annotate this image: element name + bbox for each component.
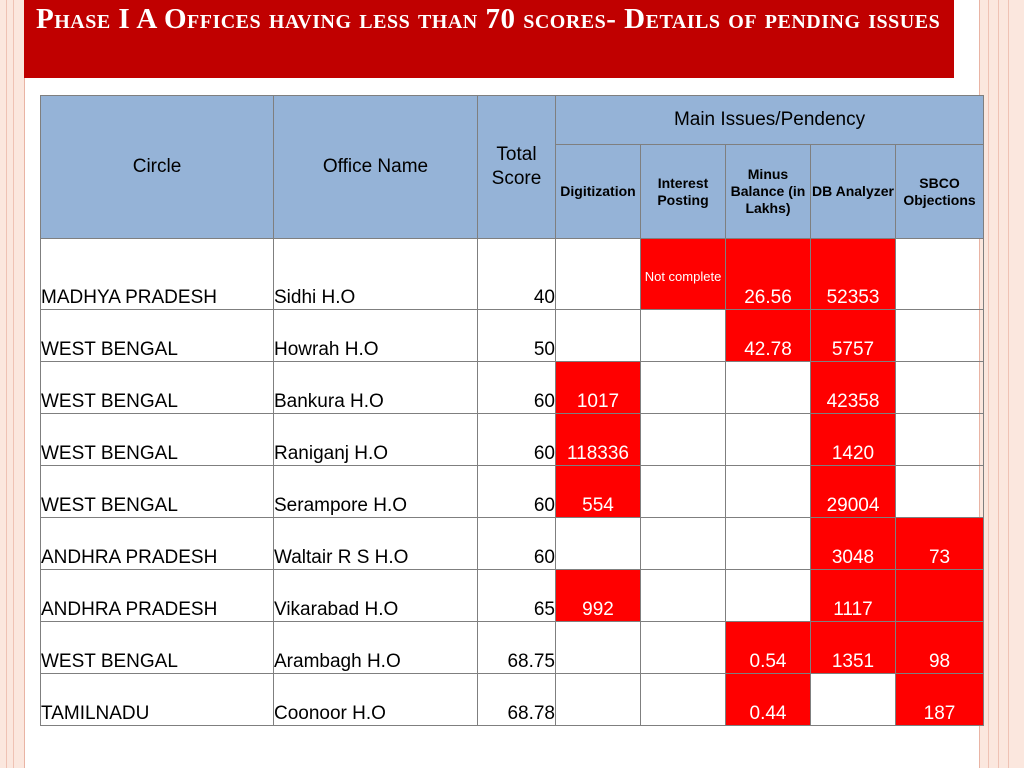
header-sbco-objections: SBCO Objections (894, 144, 985, 239)
cell-circle: WEST BENGAL (40, 309, 274, 362)
table-row: WEST BENGAL Raniganj H.O 60 118336 1420 (40, 413, 985, 466)
cell-sbco-objections (894, 238, 985, 310)
cell-total-score: 68.75 (477, 621, 556, 674)
cell-interest-posting: Not complete (640, 238, 726, 310)
cell-db-analyzer: 52353 (810, 238, 896, 310)
cell-db-analyzer (810, 673, 896, 726)
cell-minus-balance (725, 413, 811, 466)
cell-digitization: 992 (555, 569, 641, 622)
cell-interest-posting (640, 673, 726, 726)
header-total-score: Total Score (477, 95, 556, 239)
cell-digitization: 1017 (555, 361, 641, 414)
header-office-name: Office Name (273, 95, 478, 239)
header-digitization: Digitization (555, 144, 641, 239)
cell-db-analyzer: 42358 (810, 361, 896, 414)
cell-minus-balance: 0.44 (725, 673, 811, 726)
header-circle: Circle (40, 95, 274, 239)
cell-db-analyzer: 29004 (810, 465, 896, 518)
header-interest-posting: Interest Posting (640, 144, 726, 239)
cell-minus-balance: 26.56 (725, 238, 811, 310)
table-row: WEST BENGAL Bankura H.O 60 1017 42358 (40, 361, 985, 414)
table-body: MADHYA PRADESH Sidhi H.O 40 Not complete 26.… (40, 238, 985, 726)
cell-minus-balance (725, 517, 811, 570)
cell-sbco-objections (894, 569, 985, 622)
right-decorative-border (979, 0, 1024, 768)
cell-sbco-objections (894, 309, 985, 362)
cell-total-score: 40 (477, 238, 556, 310)
cell-digitization (555, 238, 641, 310)
cell-total-score: 60 (477, 517, 556, 570)
cell-office-name: Sidhi H.O (273, 238, 478, 310)
cell-circle: WEST BENGAL (40, 361, 274, 414)
cell-office-name: Howrah H.O (273, 309, 478, 362)
cell-digitization (555, 309, 641, 362)
cell-office-name: Raniganj H.O (273, 413, 478, 466)
cell-circle: ANDHRA PRADESH (40, 517, 274, 570)
cell-total-score: 65 (477, 569, 556, 622)
cell-minus-balance (725, 569, 811, 622)
table-row: WEST BENGAL Arambagh H.O 68.75 0.54 1351 98 (40, 621, 985, 674)
cell-minus-balance (725, 361, 811, 414)
cell-minus-balance (725, 465, 811, 518)
cell-digitization: 118336 (555, 413, 641, 466)
cell-circle: WEST BENGAL (40, 413, 274, 466)
cell-total-score: 68.78 (477, 673, 556, 726)
cell-office-name: Bankura H.O (273, 361, 478, 414)
cell-interest-posting (640, 361, 726, 414)
cell-db-analyzer: 1420 (810, 413, 896, 466)
cell-minus-balance: 0.54 (725, 621, 811, 674)
cell-office-name: Waltair R S H.O (273, 517, 478, 570)
cell-circle: WEST BENGAL (40, 465, 274, 518)
header-main-issues: Main Issues/Pendency (554, 95, 985, 145)
cell-office-name: Serampore H.O (273, 465, 478, 518)
cell-circle: TAMILNADU (40, 673, 274, 726)
table-row: WEST BENGAL Serampore H.O 60 554 29004 (40, 465, 985, 518)
cell-sbco-objections: 187 (894, 673, 985, 726)
cell-circle: WEST BENGAL (40, 621, 274, 674)
cell-total-score: 60 (477, 465, 556, 518)
cell-sbco-objections: 98 (894, 621, 985, 674)
cell-office-name: Arambagh H.O (273, 621, 478, 674)
cell-total-score: 60 (477, 361, 556, 414)
cell-db-analyzer: 5757 (810, 309, 896, 362)
cell-total-score: 60 (477, 413, 556, 466)
table-row: MADHYA PRADESH Sidhi H.O 40 Not complete 26.… (40, 238, 985, 310)
cell-office-name: Coonoor H.O (273, 673, 478, 726)
slide-title: Phase I A Offices having less than 70 sc… (36, 3, 941, 35)
cell-digitization: 554 (555, 465, 641, 518)
cell-digitization (555, 673, 641, 726)
cell-db-analyzer: 3048 (810, 517, 896, 570)
table-row: ANDHRA PRADESH Waltair R S H.O 60 3048 73 (40, 517, 985, 570)
cell-minus-balance: 42.78 (725, 309, 811, 362)
cell-office-name: Vikarabad H.O (273, 569, 478, 622)
title-bar: Phase I A Offices having less than 70 sc… (24, 0, 954, 78)
cell-interest-posting (640, 569, 726, 622)
table-row: TAMILNADU Coonoor H.O 68.78 0.44 187 (40, 673, 985, 726)
cell-sbco-objections: 73 (894, 517, 985, 570)
cell-sbco-objections (894, 361, 985, 414)
cell-circle: ANDHRA PRADESH (40, 569, 274, 622)
cell-interest-posting (640, 517, 726, 570)
header-minus-balance: Minus Balance (in Lakhs) (725, 144, 811, 239)
table-row: ANDHRA PRADESH Vikarabad H.O 65 992 1117 (40, 569, 985, 622)
cell-sbco-objections (894, 465, 985, 518)
cell-interest-posting (640, 621, 726, 674)
cell-digitization (555, 517, 641, 570)
cell-total-score: 50 (477, 309, 556, 362)
cell-interest-posting (640, 465, 726, 518)
table-row: WEST BENGAL Howrah H.O 50 42.78 5757 (40, 309, 985, 362)
left-decorative-border (0, 0, 25, 768)
cell-circle: MADHYA PRADESH (40, 238, 274, 310)
pending-issues-table: Circle Office Name Total Score Main Issu… (40, 95, 985, 726)
cell-db-analyzer: 1351 (810, 621, 896, 674)
cell-digitization (555, 621, 641, 674)
cell-db-analyzer: 1117 (810, 569, 896, 622)
cell-sbco-objections (894, 413, 985, 466)
cell-interest-posting (640, 309, 726, 362)
cell-interest-posting (640, 413, 726, 466)
header-db-analyzer: DB Analyzer (810, 144, 896, 239)
